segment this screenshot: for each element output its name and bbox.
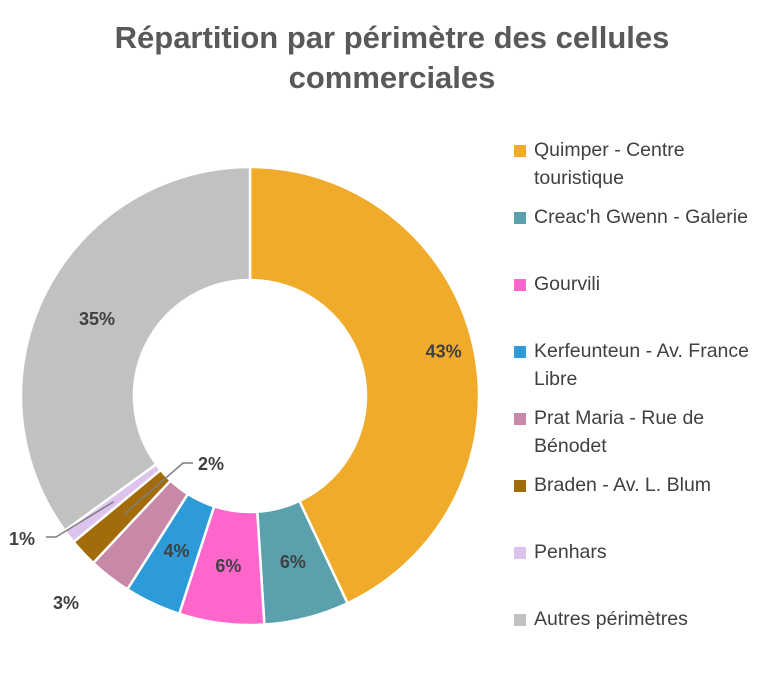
legend-label: Penhars bbox=[534, 541, 607, 563]
slice-quimper-centre-touristique bbox=[248, 165, 481, 605]
legend-label: Autres périmètres bbox=[534, 608, 688, 630]
data-label-autres-perimetres: 35% bbox=[79, 309, 115, 329]
legend-label: Quimper - Centre touristique bbox=[534, 139, 685, 189]
legend-swatch bbox=[514, 346, 526, 358]
legend-swatch bbox=[514, 413, 526, 425]
legend-label: Creac'h Gwenn - Galerie bbox=[534, 206, 748, 228]
legend-swatch bbox=[514, 212, 526, 224]
leader-line-penhars bbox=[46, 501, 115, 538]
data-label-braden-av-l-blum: 2% bbox=[198, 454, 224, 474]
legend-item-penhars: Penhars bbox=[514, 538, 774, 566]
data-labels: 43% 6% 6% 4% 3% 2% 1% 35% bbox=[9, 309, 462, 613]
data-label-kerfeunteun-av-france-libre: 4% bbox=[164, 541, 190, 561]
slice-autres-perimetres bbox=[19, 165, 252, 533]
data-label-penhars: 1% bbox=[9, 529, 35, 549]
leader-lines bbox=[46, 462, 193, 538]
legend-label: Gourvili bbox=[534, 273, 601, 295]
legend-item-prat-maria-rue-de-benodet: Prat Maria - Rue de Bénodet bbox=[514, 404, 774, 460]
legend-item-braden-av-l-blum: Braden - Av. L. Blum bbox=[514, 471, 774, 499]
data-label-quimper-centre-touristique: 43% bbox=[426, 341, 462, 361]
chart-title-line-1: Répartition par périmètre des cellules bbox=[114, 20, 670, 55]
legend-label: Braden - Av. L. Blum bbox=[534, 474, 712, 496]
legend-item-gourvili: Gourvili bbox=[514, 270, 774, 298]
legend-swatch bbox=[514, 480, 526, 492]
data-label-prat-maria-rue-de-benodet: 3% bbox=[53, 593, 79, 613]
chart-title-line-2: commerciales bbox=[288, 60, 496, 95]
legend-item-autres-perimetres: Autres périmètres bbox=[514, 605, 774, 633]
leader-line-braden-av-l-blum bbox=[123, 462, 193, 515]
legend-swatch bbox=[514, 279, 526, 291]
data-label-gourvili: 6% bbox=[215, 556, 241, 576]
legend-label: Kerfeunteun - Av. France Libre bbox=[534, 340, 749, 390]
legend-swatch bbox=[514, 614, 526, 626]
chart-title: Répartition par périmètre des cellules c… bbox=[40, 18, 744, 98]
legend-item-kerfeunteun-av-france-libre: Kerfeunteun - Av. France Libre bbox=[514, 337, 774, 393]
donut-slices bbox=[19, 165, 481, 627]
legend-label: Prat Maria - Rue de Bénodet bbox=[534, 407, 705, 457]
legend-item-quimper-centre-touristique: Quimper - Centre touristique bbox=[514, 136, 774, 192]
legend-swatch bbox=[514, 145, 526, 157]
legend-swatch bbox=[514, 547, 526, 559]
legend-item-creac-h-gwenn-galerie: Creac'h Gwenn - Galerie bbox=[514, 203, 774, 231]
data-label-creac-h-gwenn-galerie: 6% bbox=[280, 552, 306, 572]
